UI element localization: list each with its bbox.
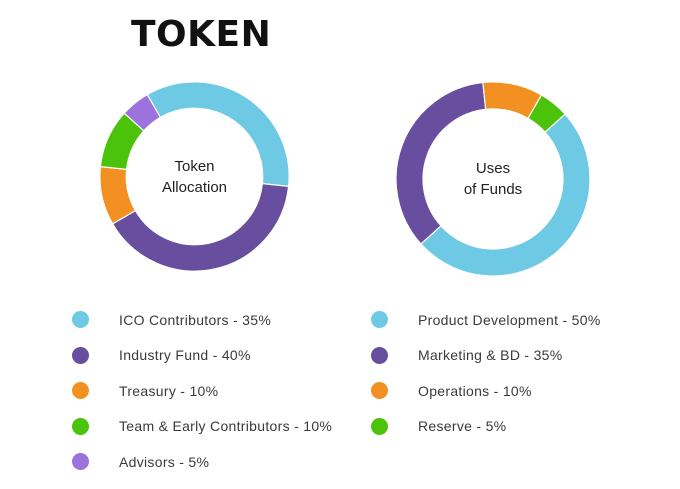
page-title: TOKEN [131,14,272,55]
token-allocation-donut-chart: Token Allocation [97,79,292,274]
legend-item-treasury: Treasury - 10% [72,373,332,409]
legend-item-industry-fund: Industry Fund - 40% [72,338,332,374]
uses-of-funds-legend: Product Development - 50% Marketing & BD … [371,302,601,444]
legend-item-marketing-and-bd: Marketing & BD - 35% [371,338,601,374]
uses-of-funds-donut-chart: Uses of Funds [393,79,593,279]
legend-dot-icon [72,453,89,471]
legend-dot-icon [72,417,89,435]
legend-label: Treasury - 10% [119,382,219,399]
legend-dot-icon [72,346,89,364]
token-allocation-center-label: Token Allocation [97,156,292,198]
legend-dot-icon [371,417,388,435]
token-allocation-center-line-2: Allocation [161,178,228,196]
donut-slice-advisors [123,93,162,132]
legend-label: Product Development - 50% [418,311,601,328]
legend-dot-icon [371,311,388,329]
token-allocation-center-line-1: Token [174,157,215,175]
donut-slice-product-development [420,113,591,277]
uses-of-funds-center-label: Uses of Funds [393,158,593,200]
legend-item-product-development: Product Development - 50% [371,302,601,338]
uses-of-funds-center-line-2: of Funds [463,181,523,198]
legend-label: Team & Early Contributors - 10% [119,418,333,435]
uses-of-funds-center-line-1: Uses [475,160,511,177]
donut-slice-industry-fund [111,182,290,272]
legend-dot-icon [72,382,89,400]
uses-of-funds-donut-svg [395,81,591,277]
legend-item-advisors: Advisors - 5% [72,444,332,480]
legend-label: Industry Fund - 40% [119,347,251,364]
token-allocation-legend: ICO Contributors - 35% Industry Fund - 40… [72,302,332,480]
legend-dot-icon [371,346,388,364]
legend-item-ico-contributors: ICO Contributors - 35% [72,302,332,338]
legend-label: Marketing & BD - 35% [418,347,563,364]
legend-label: Operations - 10% [418,382,532,399]
legend-dot-icon [72,311,89,329]
legend-item-reserve: Reserve - 5% [371,409,601,445]
donut-slice-reserve [527,94,566,134]
token-allocation-donut-svg [99,81,290,272]
legend-item-operations: Operations - 10% [371,373,601,409]
legend-item-team-and-early-contributors: Team & Early Contributors - 10% [72,409,332,445]
legend-dot-icon [371,382,388,400]
legend-label: ICO Contributors - 35% [119,311,272,328]
legend-label: Reserve - 5% [418,418,507,435]
legend-label: Advisors - 5% [119,453,210,470]
